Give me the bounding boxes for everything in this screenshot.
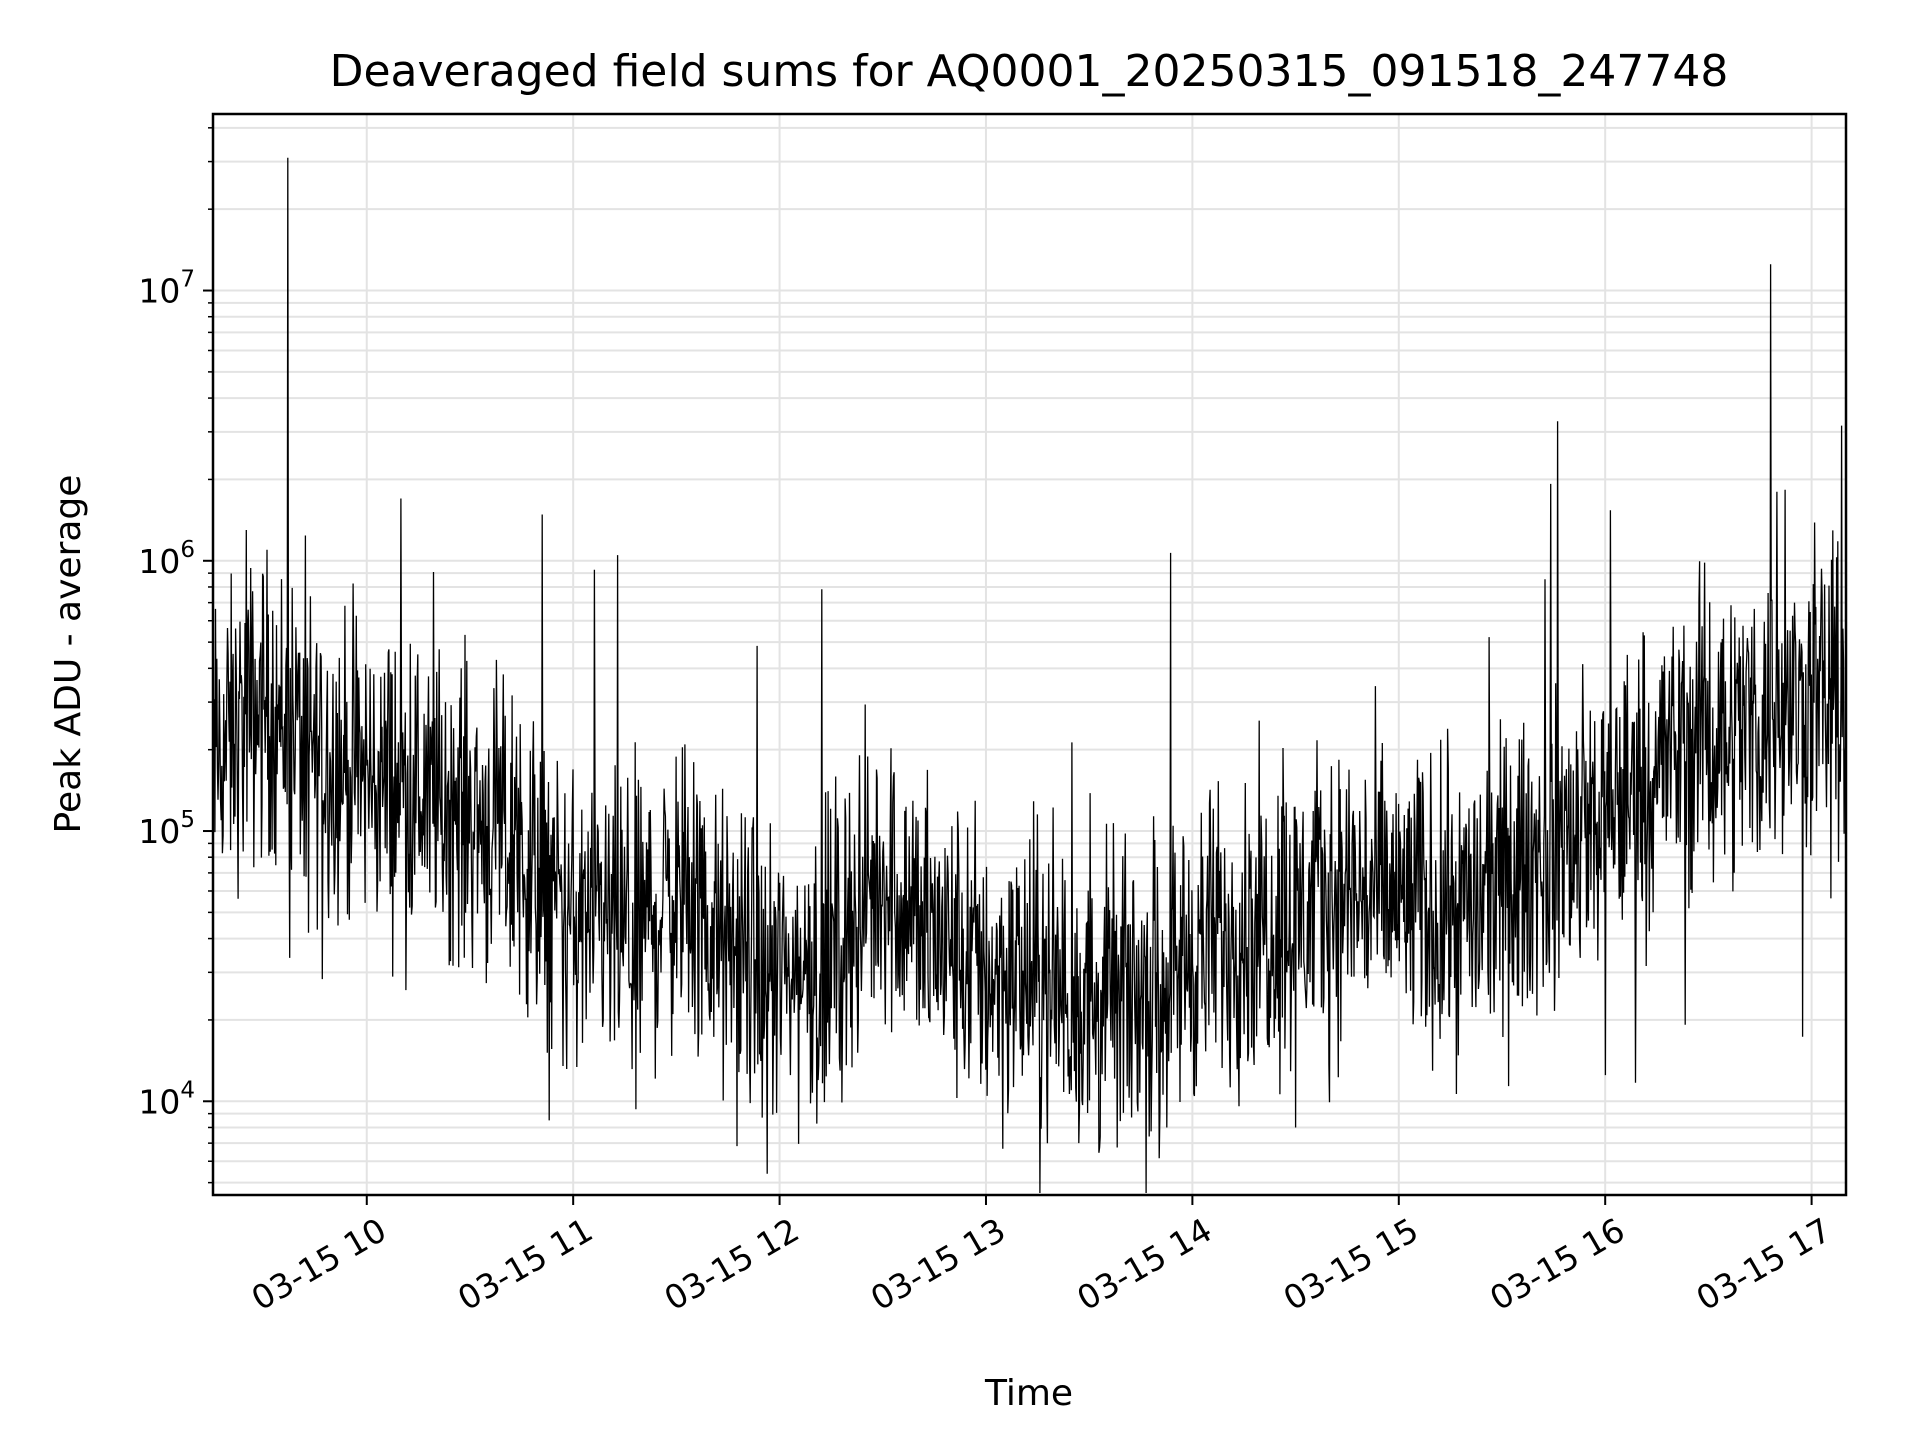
x-tick-label: 03-15 16 — [1483, 1210, 1631, 1318]
x-tick-label: 03-15 14 — [1070, 1210, 1218, 1318]
x-tick-label: 03-15 12 — [658, 1210, 806, 1318]
y-tick-base: 10 — [138, 272, 180, 311]
y-tick-exponent: 6 — [180, 537, 195, 563]
y-tick-label: 107 — [138, 267, 195, 311]
y-tick-label: 105 — [138, 807, 195, 851]
y-tick-exponent: 7 — [180, 267, 195, 293]
data-series — [212, 157, 1847, 1194]
y-axis-label: Peak ADU - average — [48, 475, 89, 834]
x-tick-label: 03-15 11 — [451, 1210, 599, 1318]
y-tick-base: 10 — [138, 812, 180, 851]
y-tick-exponent: 4 — [180, 1077, 195, 1103]
y-tick-label: 106 — [138, 537, 195, 581]
x-tick-label: 03-15 17 — [1690, 1210, 1838, 1318]
x-axis-label: Time — [984, 1373, 1073, 1414]
plot-frame — [211, 112, 1848, 1197]
chart-title: Deaveraged field sums for AQ0001_2025031… — [330, 46, 1729, 97]
series-line — [212, 157, 1847, 1194]
y-tick-label: 104 — [138, 1077, 195, 1121]
y-tick-base: 10 — [138, 542, 180, 581]
y-tick-base: 10 — [138, 1082, 180, 1121]
x-tick-label: 03-15 10 — [245, 1210, 393, 1318]
x-tick-label: 03-15 15 — [1277, 1210, 1425, 1318]
y-tick-exponent: 5 — [180, 807, 195, 833]
x-tick-label: 03-15 13 — [864, 1210, 1012, 1318]
